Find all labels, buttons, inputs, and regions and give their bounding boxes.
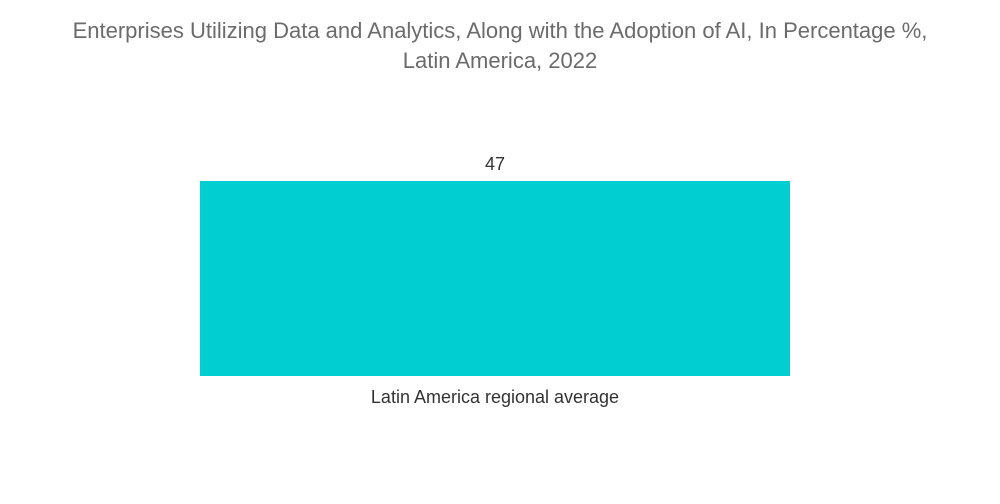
chart-title: Enterprises Utilizing Data and Analytics… — [0, 16, 1000, 76]
chart-title-line-1: Enterprises Utilizing Data and Analytics… — [72, 18, 928, 43]
bar-value-label-0: 47 — [485, 154, 505, 174]
bar-0 — [200, 181, 790, 376]
category-label-0: Latin America regional average — [371, 387, 619, 407]
chart-title-line-2: Latin America, 2022 — [402, 48, 598, 73]
